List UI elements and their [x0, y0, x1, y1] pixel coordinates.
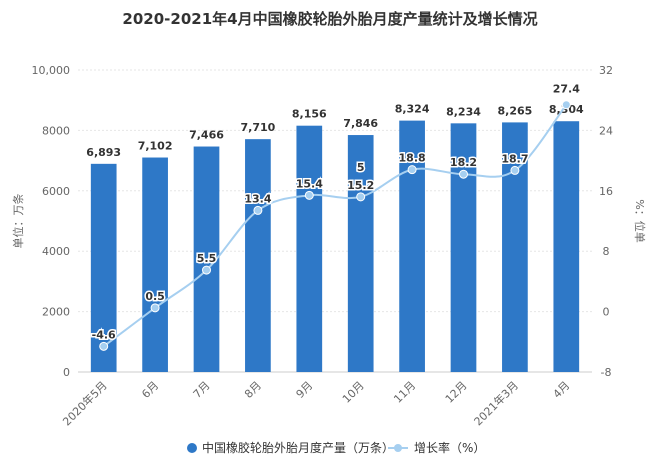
y2-tick-label: 32 [599, 64, 613, 77]
y-tick-label: 2000 [42, 306, 70, 319]
x-tick-label: 2021年3月 [471, 378, 521, 428]
bar-value-label: 7,466 [189, 129, 224, 142]
bar-value-label: 8,324 [395, 103, 430, 116]
y2-tick-label: 8 [603, 245, 610, 258]
y2-tick-label: 0 [603, 306, 610, 319]
bar-value-label: 8,304 [549, 103, 584, 116]
y2-axis-title: %：位单 [633, 199, 647, 242]
growth-value-label: 18.2 [450, 156, 477, 169]
legend-bar-label: 中国橡胶轮胎外胎月度产量（万条） [202, 440, 394, 455]
bar [399, 120, 425, 372]
y-tick-label: 4000 [42, 245, 70, 258]
bar [142, 157, 168, 372]
bar [245, 139, 271, 372]
bar-value-label: 8,156 [292, 108, 327, 121]
bar [553, 121, 580, 372]
y-tick-label: 6000 [42, 185, 70, 198]
x-tick-label: 4月 [551, 379, 573, 401]
growth-point [150, 303, 160, 313]
growth-value-label: 18.7 [501, 152, 528, 165]
bar [90, 163, 117, 372]
growth-value-label: 27.4 [553, 83, 580, 96]
growth-line [103, 104, 568, 348]
growth-point [407, 165, 417, 175]
growth-value-label: 5.5 [197, 252, 217, 265]
x-tick-label: 9月 [294, 379, 316, 401]
bar-value-label: 7,102 [138, 140, 173, 153]
bar [450, 123, 477, 373]
x-tick-label: 2020年5月 [60, 378, 110, 428]
x-tick-label: 12月 [443, 379, 470, 406]
growth-value-label: 13.4 [244, 192, 271, 205]
stray-value-label: 5 [357, 161, 365, 174]
y-tick-label: 8000 [42, 124, 70, 137]
y2-tick-label: 24 [599, 124, 613, 137]
growth-point [202, 265, 211, 275]
x-tick-label: 8月 [242, 379, 264, 401]
growth-point [510, 165, 520, 175]
bar-value-label: 8,265 [498, 104, 533, 117]
y-tick-label: 10,000 [32, 64, 71, 77]
bar-value-label: 6,893 [86, 146, 121, 159]
growth-value-label: 18.8 [399, 152, 426, 165]
bar-value-label: 7,846 [343, 117, 378, 130]
growth-value-label: 0.5 [145, 290, 165, 303]
growth-value-label: -4.6 [92, 328, 116, 341]
growth-value-label: 15.4 [296, 177, 323, 190]
bar-value-label: 7,710 [241, 121, 276, 134]
y-tick-label: 0 [63, 366, 70, 379]
y2-tick-label: 16 [599, 185, 613, 198]
legend-line-label: 增长率（%） [414, 440, 485, 455]
x-tick-label: 7月 [191, 379, 213, 401]
x-tick-label: 6月 [139, 379, 161, 401]
growth-point [304, 190, 314, 200]
bar [347, 135, 374, 372]
bar [296, 125, 323, 372]
growth-point [561, 100, 571, 110]
y2-tick-label: -8 [601, 366, 612, 379]
chart-title: 2020-2021年4月中国橡胶轮胎外胎月度产量统计及增长情况 [122, 10, 538, 28]
growth-value-label: 15.2 [347, 179, 374, 192]
bar-value-label: 8,234 [446, 105, 481, 118]
growth-point [99, 341, 109, 351]
growth-point [459, 169, 468, 179]
growth-point [356, 192, 366, 202]
y-axis-title: 单位：万条 [11, 194, 25, 249]
legend-line-point [394, 444, 402, 452]
growth-point [253, 205, 263, 215]
x-tick-label: 10月 [340, 379, 367, 406]
x-tick-label: 11月 [391, 379, 418, 406]
legend-bar-marker [187, 443, 197, 453]
